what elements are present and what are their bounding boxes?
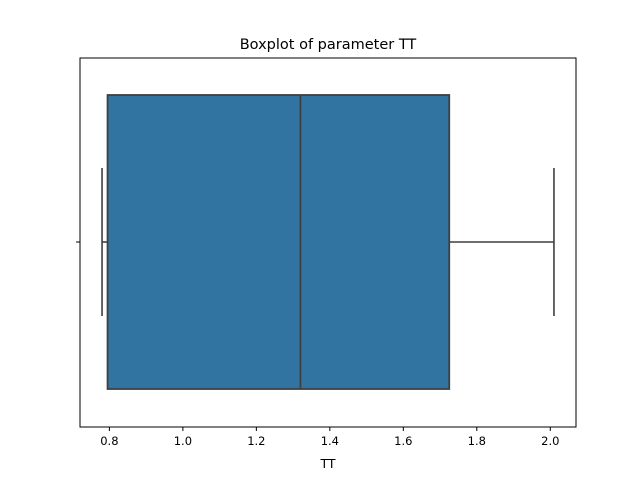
- plot-area: 0.8 1.0 1.2 1.4 1.6 1.8 2.0: [76, 57, 577, 448]
- x-tick-label: 1.6: [394, 434, 412, 448]
- x-tick-label: 1.4: [321, 434, 339, 448]
- x-tick-label: 1.8: [468, 434, 486, 448]
- x-tick-label: 2.0: [541, 434, 559, 448]
- x-tick-label: 1.2: [247, 434, 265, 448]
- x-tick-label: 0.8: [100, 434, 118, 448]
- x-tick-label: 1.0: [174, 434, 192, 448]
- x-axis-label: TT: [319, 456, 335, 471]
- chart-title: Boxplot of parameter TT: [240, 37, 417, 53]
- box-iqr: [106, 94, 451, 390]
